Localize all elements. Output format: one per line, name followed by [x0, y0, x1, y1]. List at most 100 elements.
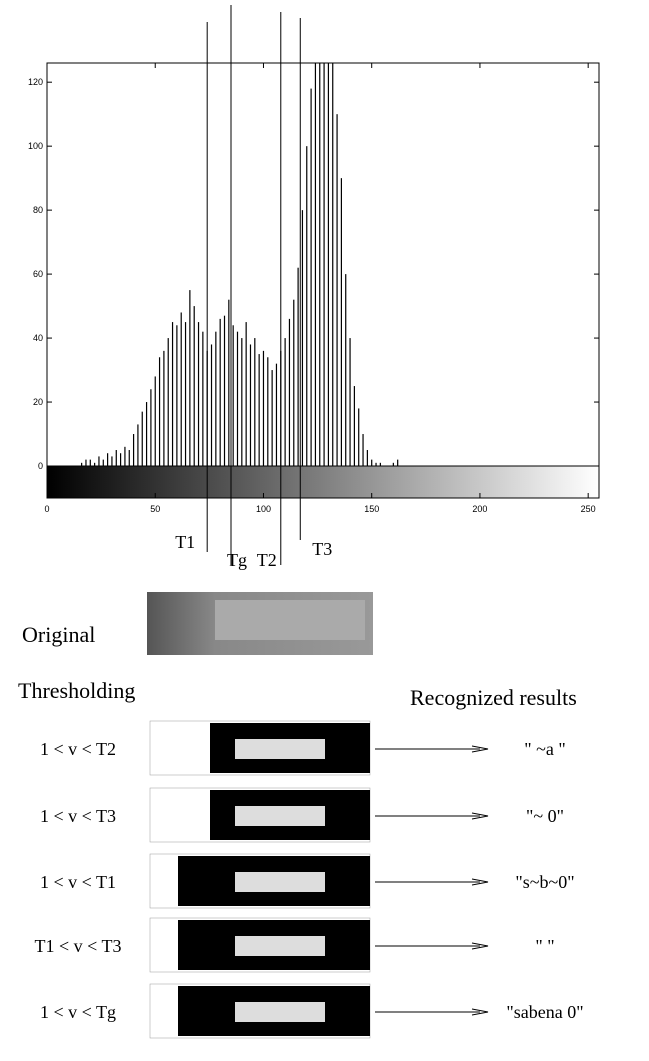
condition-label: 1 < v < T1 — [40, 872, 116, 892]
bar — [340, 178, 342, 467]
bar — [353, 386, 355, 467]
bar — [245, 322, 247, 467]
bar — [327, 63, 330, 467]
bar — [137, 424, 139, 467]
bar — [371, 459, 373, 467]
bar — [176, 325, 178, 467]
bar — [232, 325, 234, 467]
arrow-head — [471, 1008, 489, 1016]
bar — [111, 456, 113, 467]
bar — [154, 376, 156, 467]
bar — [349, 338, 351, 467]
arrow-head — [471, 878, 489, 886]
bar — [94, 462, 96, 467]
result-label: " ~a " — [524, 739, 565, 759]
x-tick-label: 200 — [472, 504, 487, 514]
bar — [297, 267, 299, 467]
y-tick-label: 40 — [33, 333, 43, 343]
bar — [202, 331, 204, 467]
condition-label: 1 < v < Tg — [40, 1002, 116, 1022]
y-tick-label: 0 — [38, 461, 43, 471]
y-tick-label: 80 — [33, 205, 43, 215]
bar — [167, 338, 169, 467]
bar — [120, 453, 122, 467]
binary-image-text — [235, 1002, 325, 1022]
x-tick-label: 100 — [256, 504, 271, 514]
threshold-label: T3 — [312, 539, 332, 559]
bar — [102, 459, 104, 467]
condition-label: 1 < v < T3 — [40, 806, 116, 826]
result-label: " " — [535, 936, 554, 956]
y-tick-label: 60 — [33, 269, 43, 279]
bar — [85, 459, 87, 467]
arrow-head — [471, 745, 489, 753]
threshold-label: Tg — [227, 550, 247, 570]
bar — [189, 290, 191, 467]
arrow-head — [471, 942, 489, 950]
bar — [128, 450, 130, 467]
bar — [210, 344, 213, 467]
bar — [258, 354, 260, 467]
bar — [392, 462, 394, 467]
bar — [254, 338, 256, 467]
threshold-label: T1 — [175, 532, 195, 552]
bar — [319, 63, 321, 467]
original-label: Original — [22, 622, 95, 647]
binary-image-text — [235, 936, 325, 956]
bar — [89, 459, 91, 467]
bar — [336, 114, 338, 467]
binary-image-text — [235, 872, 325, 892]
bar — [150, 389, 152, 467]
bar — [267, 357, 269, 467]
bar — [141, 411, 143, 467]
y-tick-label: 100 — [28, 141, 43, 151]
bar — [397, 459, 399, 467]
threshold-label: T2 — [257, 550, 277, 570]
bar — [132, 434, 135, 467]
binary-image-text — [235, 806, 325, 826]
y-tick-label: 20 — [33, 397, 43, 407]
bar — [145, 402, 148, 467]
bar — [98, 456, 100, 467]
bar — [249, 344, 252, 467]
bar — [223, 315, 226, 467]
bar — [262, 350, 265, 467]
bar — [284, 338, 286, 467]
bar — [345, 274, 347, 467]
bar — [358, 408, 360, 467]
bar — [171, 322, 174, 467]
bar — [362, 434, 364, 467]
bar — [366, 450, 368, 467]
bar — [197, 322, 200, 467]
bar — [184, 322, 187, 467]
original-sign — [215, 600, 365, 640]
bar — [158, 357, 161, 467]
bar — [163, 350, 165, 467]
bar — [107, 453, 109, 467]
bar — [379, 462, 381, 467]
x-tick-label: 0 — [44, 504, 49, 514]
x-tick-label: 250 — [581, 504, 596, 514]
condition-label: T1 < v < T3 — [35, 936, 122, 956]
bar — [375, 462, 377, 467]
bar — [115, 450, 117, 467]
bar — [275, 363, 278, 467]
bar — [301, 210, 304, 467]
bar — [193, 306, 195, 467]
result-label: "~ 0" — [526, 806, 564, 826]
bar — [271, 370, 273, 467]
bar — [293, 299, 295, 467]
bar — [314, 63, 317, 467]
bar — [124, 446, 126, 467]
bar — [332, 63, 334, 467]
y-tick-label: 120 — [28, 77, 43, 87]
result-label: "sabena 0" — [506, 1002, 583, 1022]
bar — [219, 318, 221, 467]
result-label: "s~b~0" — [515, 872, 574, 892]
results-heading: Recognized results — [410, 685, 577, 710]
binary-image-text — [235, 739, 325, 759]
bar — [180, 312, 182, 467]
bar — [81, 462, 83, 467]
gray-scale-bar — [47, 466, 599, 498]
thresholding-heading: Thresholding — [18, 678, 135, 703]
